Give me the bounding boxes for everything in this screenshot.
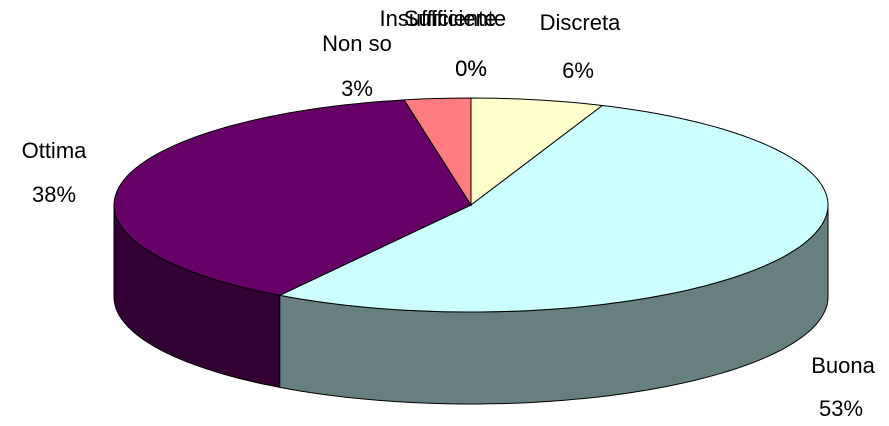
slice-value-label: 0% xyxy=(455,56,487,81)
slice xyxy=(403,97,472,207)
slice-value-label: 38% xyxy=(32,182,76,207)
slice-label: Ottima xyxy=(22,138,88,163)
slice-label: Insufficiente xyxy=(379,6,496,31)
slice xyxy=(113,99,472,296)
slice-label: Buona xyxy=(811,353,875,378)
slice-label: Sufficiente xyxy=(404,6,506,31)
slice xyxy=(470,97,604,207)
slice-label: Discreta xyxy=(540,10,621,35)
slice-label: Non so xyxy=(322,31,392,56)
slice-value-label: 3% xyxy=(341,76,373,101)
slice-value-label: 6% xyxy=(562,58,594,83)
slice xyxy=(278,104,829,313)
slice-value-label: 53% xyxy=(819,396,863,421)
slice-value-label: 0% xyxy=(455,56,487,81)
